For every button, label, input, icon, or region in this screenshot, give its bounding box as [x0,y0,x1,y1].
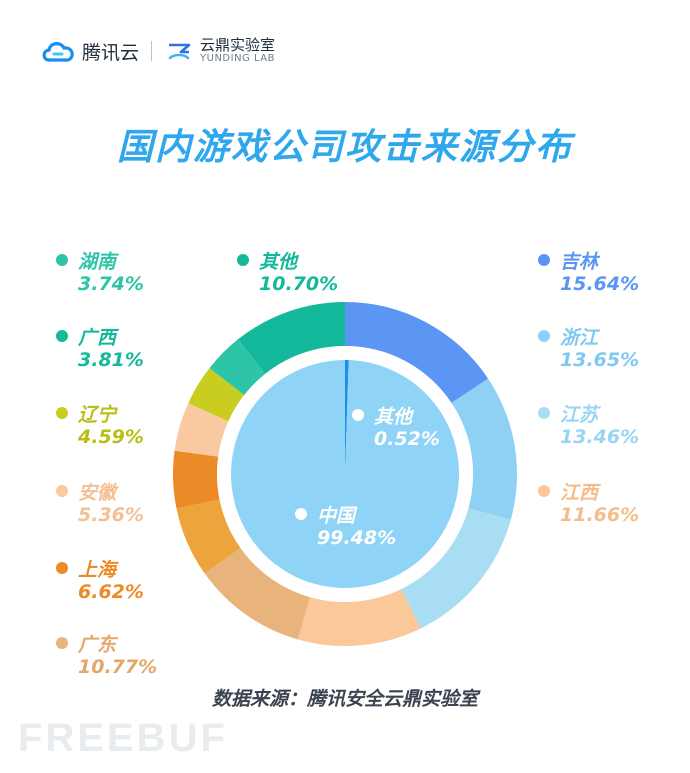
donut-segment-10 [237,302,345,374]
header-divider [151,41,153,61]
donut-segment-0 [345,302,489,403]
watermark-logo: FREEBUF [18,716,228,760]
legend-name: 江苏 [560,404,599,426]
legend-dot [56,485,68,497]
legend-name: 其他 [259,251,298,273]
legend-name: 辽宁 [78,404,117,426]
legend-value: 13.65% [560,349,640,371]
legend-name: 浙江 [560,327,599,349]
donut-segment-3 [297,588,421,646]
legend-dot [352,409,364,421]
donut-segment-5 [176,499,241,574]
lab-name-cn: 云鼎实验室 [200,35,276,54]
legend-name: 上海 [78,559,117,581]
donut-segment-1 [451,378,517,520]
inner-label-value: 0.52% [374,428,440,450]
chart-title: 国内游戏公司攻击来源分布 [116,127,573,168]
legend-name: 江西 [560,482,599,504]
legend-dot [538,330,550,342]
legend-name: 广东 [78,634,117,656]
legend-value: 15.64% [560,273,640,295]
legend-value: 3.74% [78,273,144,295]
legend-value: 10.77% [78,656,158,678]
lab-name-en: YUNDING LAB [200,52,275,64]
donut-segment-6 [173,450,220,509]
donut-segment-2 [401,508,511,629]
legend-dot [538,254,550,266]
legend-dot [237,254,249,266]
inner-pie-slice-0 [345,360,349,474]
inner-label-value: 99.48% [317,527,397,549]
legend-dot [538,407,550,419]
legend-value: 4.59% [78,426,144,448]
legend-name: 广西 [78,327,117,349]
donut-segment-4 [204,548,310,640]
header: 腾讯云 云鼎实验室 YUNDING LAB [40,34,275,68]
legend-value: 6.62% [78,581,144,603]
brand-name: 腾讯云 [82,41,140,64]
legend-name: 安徽 [78,482,117,504]
legend-dot [56,562,68,574]
tencent-cloud-logo-icon [42,42,74,62]
inner-pie-slice-1 [230,360,459,588]
legend-name: 吉林 [560,251,599,273]
legend-dot [538,485,550,497]
yunding-lab-logo-icon [168,43,191,60]
legend-dot [56,637,68,649]
legend-value: 13.46% [560,426,640,448]
donut-segment-9 [209,339,266,396]
legend-name: 湖南 [78,251,117,273]
legend-dot [56,254,68,266]
legend-dot [56,407,68,419]
legend-value: 10.70% [259,273,339,295]
legend-dot [295,508,307,520]
legend-value: 3.81% [78,349,144,371]
inner-label-name: 其他 [374,406,413,428]
donut-segment-8 [188,368,245,422]
legend-dot [56,330,68,342]
donut-segment-7 [174,403,229,457]
legend-value: 5.36% [78,504,144,526]
data-source: 数据来源：腾讯安全云鼎实验室 [211,688,478,710]
inner-label-name: 中国 [317,505,356,527]
legend-value: 11.66% [560,504,640,526]
yunding-lab-text: 云鼎实验室 YUNDING LAB [200,35,276,64]
